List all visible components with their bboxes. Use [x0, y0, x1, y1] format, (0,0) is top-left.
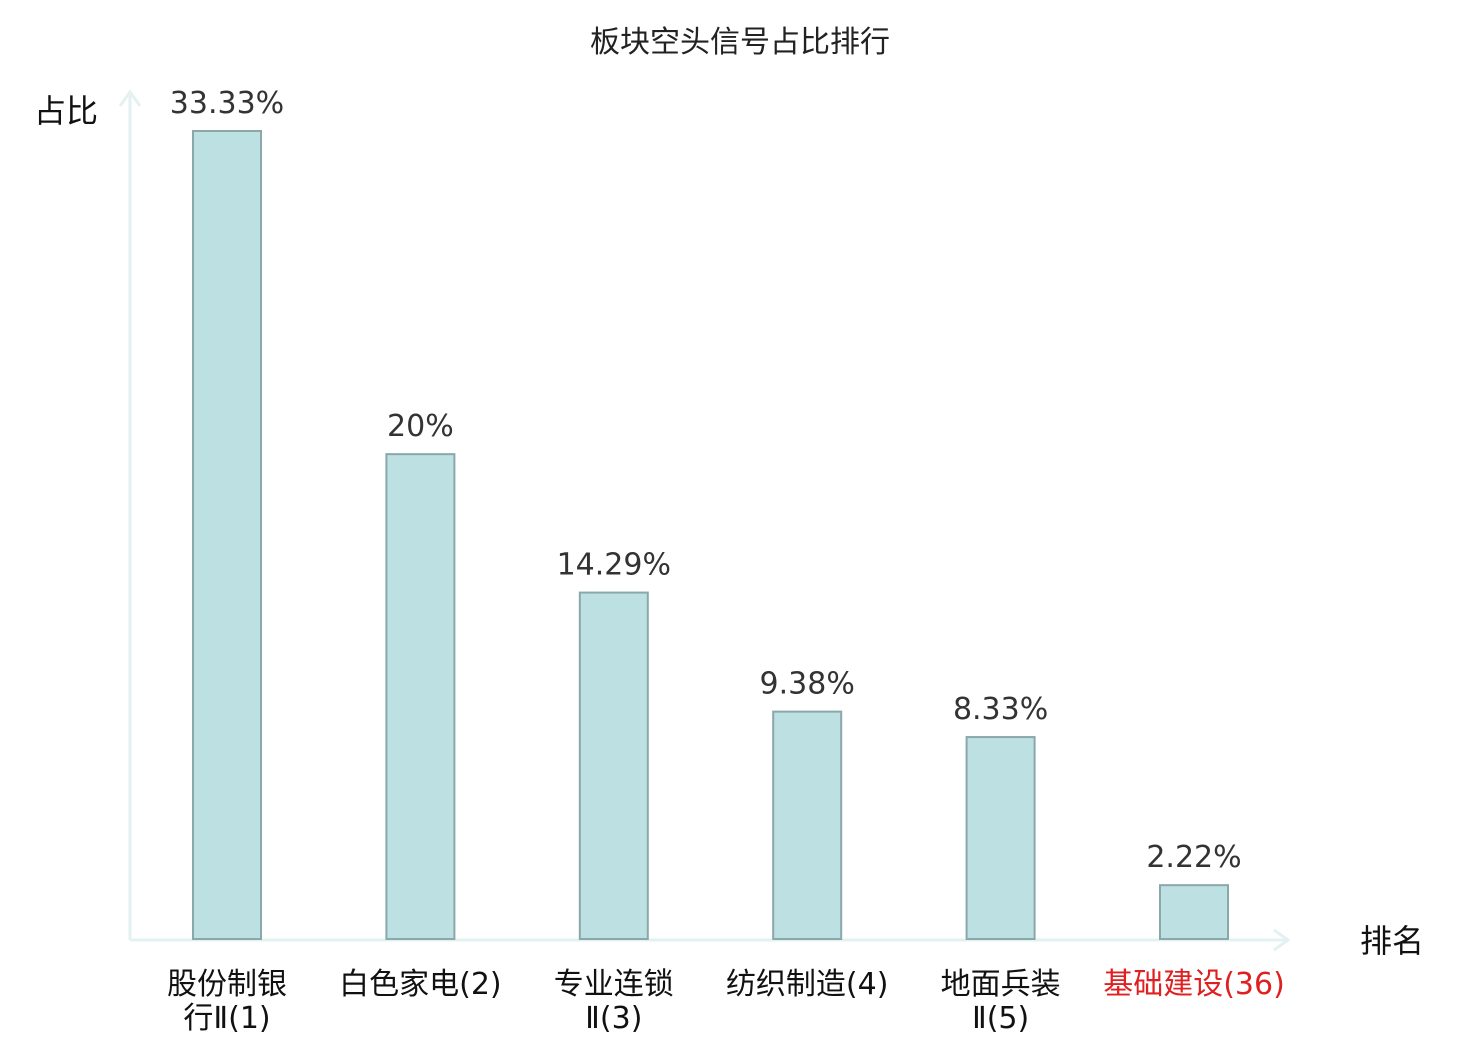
bar-5	[965, 736, 1036, 940]
category-label-3-line-2: Ⅱ(3)	[585, 1001, 642, 1036]
category-label-4: 纺织制造(4)	[726, 967, 889, 1002]
x-axis-arrow	[1273, 928, 1291, 952]
bar-6	[1159, 884, 1229, 941]
category-label-1-line-1: 股份制银	[167, 967, 287, 1002]
category-label-5-line-1: 地面兵装	[941, 967, 1061, 1002]
chart-title: 板块空头信号占比排行	[590, 25, 890, 60]
category-label-5-line-2: Ⅱ(5)	[972, 1001, 1029, 1036]
y-axis-arrow	[118, 89, 142, 107]
value-label-1: 33.33%	[170, 86, 284, 121]
y-axis-label: 占比	[34, 92, 98, 130]
bar-2	[385, 453, 456, 940]
bar-1	[192, 130, 262, 940]
category-label-6: 基础建设(36)	[1103, 967, 1285, 1002]
bar-4	[772, 710, 843, 941]
value-label-6: 2.22%	[1146, 840, 1241, 875]
category-label-3-line-1: 专业连锁	[554, 967, 674, 1002]
category-label-1-line-2: 行Ⅱ(1)	[183, 1001, 270, 1036]
x-axis-label: 排名	[1360, 922, 1424, 960]
value-label-4: 9.38%	[760, 667, 855, 702]
value-label-3: 14.29%	[557, 548, 671, 583]
value-label-5: 8.33%	[953, 692, 1048, 727]
value-label-2: 20%	[387, 409, 454, 444]
bar-3	[578, 591, 649, 940]
category-label-2: 白色家电(2)	[339, 967, 502, 1002]
